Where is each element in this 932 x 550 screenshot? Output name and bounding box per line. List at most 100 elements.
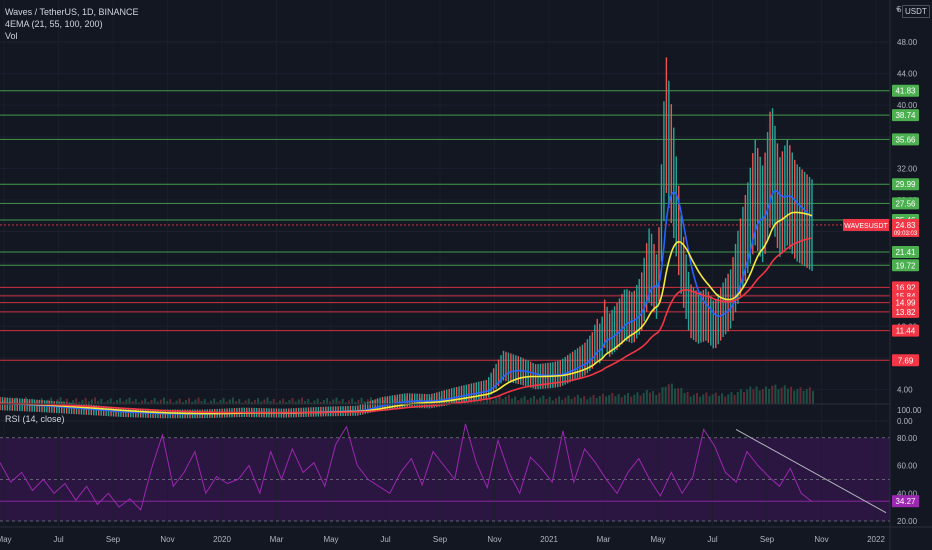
volume-bar <box>464 396 466 404</box>
price-tick-label: 4.00 <box>897 385 913 394</box>
volume-bar <box>203 399 206 404</box>
volume-bar <box>642 392 645 404</box>
level-tag <box>892 324 919 337</box>
volume-bar <box>169 399 172 404</box>
volume-bar <box>21 399 24 404</box>
volume-bar <box>81 399 84 404</box>
volume-bar <box>141 400 144 404</box>
volume-bar <box>736 392 739 404</box>
symbol-tag <box>843 218 889 231</box>
volume-bar <box>247 398 250 404</box>
level-tag <box>892 354 919 367</box>
volume-indicator-label[interactable]: Vol <box>5 31 18 41</box>
rsi-indicator-label[interactable]: RSI (14, close) <box>5 414 65 424</box>
currency-selector[interactable]: USDT <box>902 5 930 18</box>
volume-bar <box>623 395 626 404</box>
level-tag-label: 11.44 <box>896 327 916 336</box>
volume-bar <box>150 400 153 404</box>
price-lines <box>0 57 813 419</box>
volume-bar <box>523 396 526 404</box>
volume-bar <box>103 402 106 404</box>
volume-bar <box>558 396 561 404</box>
volume-bar <box>717 395 720 404</box>
volume-bar <box>812 390 814 404</box>
volume-bar <box>645 390 648 404</box>
time-tick-label: 2021 <box>540 535 558 544</box>
volume-bar <box>322 399 325 404</box>
volume-bar <box>752 389 755 404</box>
price-tick-top: 5 <box>897 5 902 14</box>
volume-bar <box>266 397 269 404</box>
volume-bar <box>529 397 532 404</box>
volume-bar <box>786 388 789 404</box>
time-tick-label: May <box>650 535 665 544</box>
volume-bar <box>696 393 698 404</box>
volume-bar <box>282 398 285 404</box>
volume-bar <box>670 383 673 404</box>
volume-bar <box>269 401 272 404</box>
volume-bar <box>724 396 727 404</box>
volume-bar <box>652 390 655 404</box>
level-tag-label: 27.56 <box>895 199 916 208</box>
volume-bar <box>184 400 187 404</box>
volume-bar <box>297 399 300 404</box>
volume-bar <box>213 398 216 404</box>
volume-bar <box>721 393 724 404</box>
volume-bar <box>799 387 802 404</box>
volume-bar <box>630 396 633 404</box>
volume-bar <box>188 398 191 404</box>
currency-dropdown-icon[interactable]: ▾ <box>896 5 901 14</box>
ema-indicator-label[interactable]: 4EMA (21, 55, 100, 200) <box>5 19 103 29</box>
volume-bar <box>206 402 209 404</box>
volume-bar <box>144 398 147 404</box>
price-tick-label: 0.00 <box>897 417 913 426</box>
volume-bar <box>542 395 545 404</box>
time-tick-label: 2020 <box>213 535 231 544</box>
volume-bar <box>219 400 222 404</box>
time-tick-label: Jul <box>53 535 63 544</box>
volume-bar <box>191 401 194 404</box>
time-tick-label: Sep <box>760 535 775 544</box>
volume-bar <box>109 398 112 404</box>
level-tag <box>892 178 919 191</box>
current-price-label: 24.83 <box>895 221 916 230</box>
volume-bar <box>125 399 128 404</box>
volume-bar <box>777 389 780 404</box>
volume-bar <box>758 390 761 404</box>
volume-bar <box>489 397 492 404</box>
level-tag-label: 38.74 <box>895 111 916 120</box>
volume-bar <box>545 398 548 404</box>
volume-bar <box>655 395 658 404</box>
rsi-tick-label: 60.00 <box>897 462 918 471</box>
volume-bar <box>601 393 604 404</box>
volume-bar <box>291 398 294 404</box>
volume-bar <box>617 394 620 404</box>
volume-bar <box>225 401 228 404</box>
volume-bar <box>341 398 344 404</box>
volume-bar <box>501 399 504 404</box>
volume-bar <box>674 388 677 404</box>
volume-bar <box>216 402 219 404</box>
ema200-line <box>0 237 813 414</box>
volume-bar <box>90 399 93 404</box>
volume-bar <box>507 394 510 404</box>
volume-bar <box>564 397 567 404</box>
level-tag <box>892 133 919 146</box>
level-tag-label: 13.82 <box>895 308 916 317</box>
volume-bar <box>639 395 642 404</box>
volume-bar <box>514 396 517 404</box>
level-tag <box>892 259 919 272</box>
volume-bar <box>658 392 661 404</box>
time-tick-label: Sep <box>433 535 448 544</box>
volume-bar <box>351 398 354 404</box>
volume-bar <box>476 399 479 404</box>
volume-bar <box>263 399 266 404</box>
time-tick-label: Mar <box>270 535 284 544</box>
volume-bar <box>793 390 796 404</box>
volume-bar <box>65 398 68 404</box>
volume-bar <box>774 384 777 404</box>
volume-bar <box>780 387 783 404</box>
chart-title[interactable]: Waves / TetherUS, 1D, BINANCE <box>5 7 139 17</box>
volume-bar <box>764 386 767 404</box>
